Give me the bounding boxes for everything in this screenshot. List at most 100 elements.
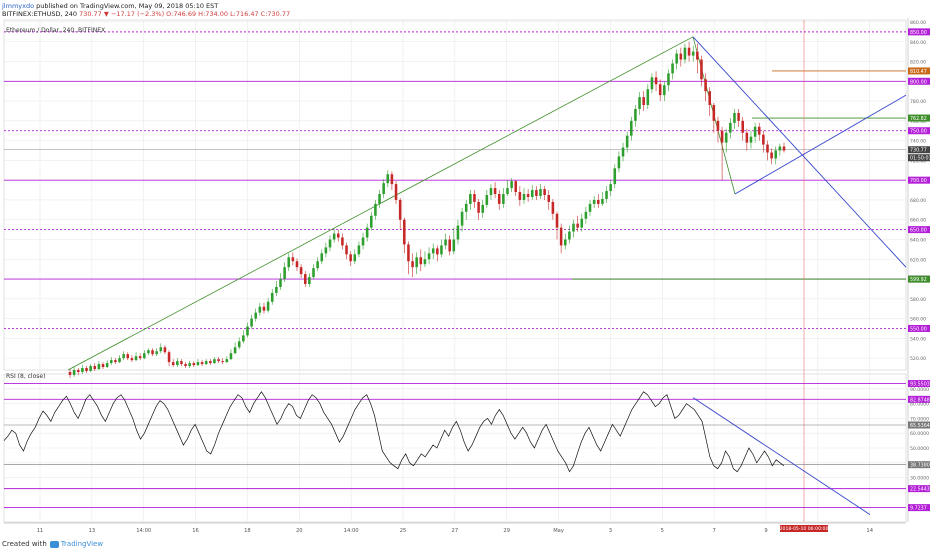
price-label-text: 730.77 bbox=[910, 148, 927, 154]
candle bbox=[679, 47, 683, 67]
candle-body bbox=[365, 227, 369, 238]
rsi-layer bbox=[3, 383, 906, 515]
y-tick-label: 580.00 bbox=[910, 297, 926, 303]
candle bbox=[242, 330, 245, 344]
candle bbox=[770, 148, 773, 165]
candle bbox=[403, 217, 406, 254]
candle bbox=[646, 84, 650, 109]
candle bbox=[757, 122, 761, 141]
candle-body bbox=[270, 292, 274, 302]
candle-body bbox=[109, 360, 113, 364]
candle bbox=[398, 197, 402, 230]
x-tick-label: 9 bbox=[764, 528, 767, 534]
candle-body bbox=[522, 194, 526, 200]
candle-body bbox=[592, 199, 596, 204]
candle bbox=[526, 189, 530, 202]
candle bbox=[382, 179, 385, 198]
candle bbox=[204, 359, 208, 366]
candle bbox=[357, 241, 361, 258]
candle bbox=[258, 302, 262, 316]
candle-body bbox=[489, 188, 493, 195]
candle bbox=[543, 186, 546, 200]
x-tick-label: 29 bbox=[503, 528, 510, 534]
candle bbox=[733, 108, 736, 129]
x-tick-label: 25 bbox=[400, 528, 407, 534]
y-tick-label: 520.00 bbox=[910, 356, 926, 362]
candle bbox=[729, 117, 732, 139]
author-name[interactable]: jlmmyxdo bbox=[2, 2, 35, 10]
candle bbox=[122, 351, 125, 361]
candle bbox=[184, 362, 187, 369]
tradingview-brand[interactable]: TradingView bbox=[60, 540, 104, 548]
candle bbox=[176, 358, 179, 368]
candle bbox=[613, 164, 617, 189]
candle-body bbox=[444, 239, 447, 246]
y-tick-label: 720.00 bbox=[910, 158, 926, 164]
candle-body bbox=[134, 356, 138, 361]
candle-body bbox=[493, 188, 497, 195]
price-label-text: 650.00 bbox=[910, 228, 927, 234]
cursor-time-box bbox=[780, 525, 828, 532]
y-tick-label: 840.00 bbox=[910, 40, 926, 46]
candle-body bbox=[551, 201, 555, 214]
candle bbox=[217, 357, 220, 364]
price-label-box bbox=[908, 146, 930, 154]
candle bbox=[766, 140, 769, 161]
candle bbox=[568, 225, 571, 244]
candle bbox=[687, 41, 691, 62]
candle bbox=[638, 92, 641, 115]
candle bbox=[299, 264, 303, 279]
candle-body bbox=[716, 120, 720, 131]
rsi-tick-label: 80.0000 bbox=[910, 402, 929, 408]
price-label-box bbox=[908, 421, 930, 429]
candle bbox=[118, 355, 121, 364]
candle-body bbox=[76, 370, 80, 372]
candle-body bbox=[469, 194, 472, 204]
candle-body bbox=[299, 267, 303, 275]
candle bbox=[283, 262, 286, 283]
price-label-text: 9.7237 bbox=[910, 506, 927, 512]
symbol-prefix: BITFINEX:ETHUSD, 240 bbox=[2, 10, 80, 18]
y-tick-label: 820.00 bbox=[910, 60, 926, 66]
ohlc-values: O:746.69 H:734.00 L:716.47 C:730.77 bbox=[164, 10, 291, 18]
candle bbox=[336, 229, 340, 242]
rsi-tick-label: 90.0000 bbox=[910, 387, 929, 393]
candle-body bbox=[155, 351, 158, 355]
candle bbox=[105, 360, 109, 369]
candle bbox=[601, 192, 604, 206]
candle bbox=[596, 194, 600, 208]
candle bbox=[724, 128, 728, 153]
candle bbox=[506, 180, 509, 196]
candle-body bbox=[588, 203, 592, 212]
price-label-text: 762.82 bbox=[910, 116, 927, 122]
candle-body bbox=[419, 257, 423, 265]
candle-body bbox=[407, 244, 410, 262]
candle bbox=[151, 348, 154, 357]
x-tick-label: 16 bbox=[192, 528, 199, 534]
x-tick-label: 3 bbox=[609, 528, 612, 534]
candle-body bbox=[671, 63, 674, 74]
candle-body bbox=[328, 239, 332, 248]
price-label-box bbox=[908, 28, 930, 36]
candle-body bbox=[217, 359, 220, 362]
candle-body bbox=[535, 190, 538, 196]
candle-body bbox=[147, 350, 150, 354]
rsi-level-label: 38.7380 bbox=[908, 461, 930, 469]
candle bbox=[324, 242, 328, 258]
candle-body bbox=[675, 53, 678, 64]
candle bbox=[143, 350, 146, 360]
level-price-label: 750.00 bbox=[908, 127, 930, 135]
created-with-text: Created with bbox=[2, 540, 47, 548]
blue-descending-trendline bbox=[692, 36, 907, 268]
candle-body bbox=[757, 126, 761, 135]
candle-body bbox=[336, 233, 340, 238]
rsi-tick-label: 30.0000 bbox=[910, 476, 929, 482]
candle bbox=[518, 186, 522, 206]
candle bbox=[782, 142, 786, 153]
candle bbox=[712, 103, 716, 133]
candle bbox=[171, 359, 175, 368]
candle-body bbox=[225, 359, 229, 363]
price-label-text: 850.00 bbox=[910, 30, 927, 36]
candle-body bbox=[663, 85, 666, 96]
candle-body bbox=[233, 347, 237, 354]
